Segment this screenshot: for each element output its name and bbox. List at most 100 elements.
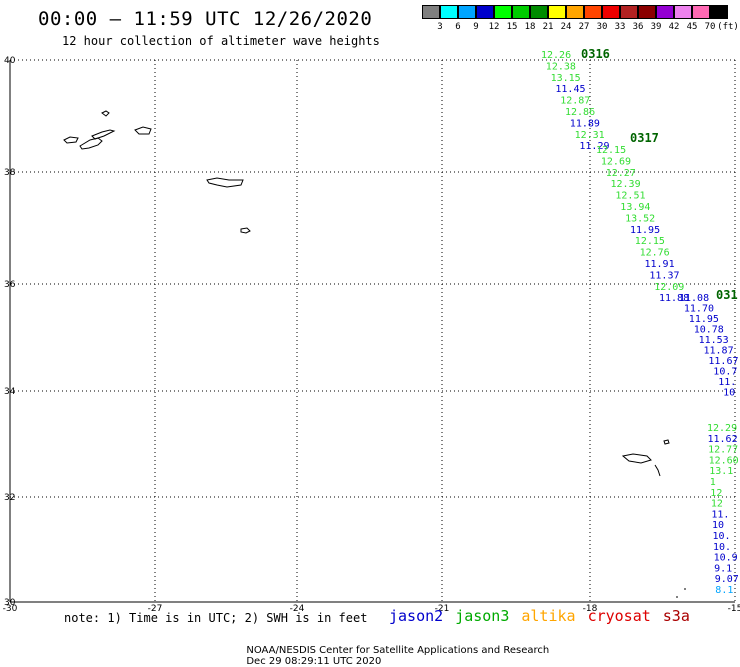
lat-tick-label: 30 [4,598,16,608]
wave-height-value: 9.07 [715,574,739,585]
colorbar-swatch [692,5,710,19]
colorbar-swatch [530,5,548,19]
lon-tick-label: -15 [728,604,740,614]
colorbar-swatch [512,5,530,19]
wave-height-value: 12.77 [708,445,738,456]
lon-tick-label: -27 [148,604,163,614]
wave-height-value: 11.87 [704,346,734,357]
map-subtitle: 12 hour collection of altimeter wave hei… [62,34,380,48]
lat-tick-label: 36 [4,280,16,290]
wave-height-value: 1 [710,477,716,488]
pass-label: 0316 [581,47,610,61]
wave-height-value: 13.52 [625,213,655,224]
colorbar-label: 9 [473,22,479,32]
wave-height-value: 12.29 [707,423,737,434]
island-terceira [206,177,244,188]
wave-height-value: 13.94 [620,202,650,213]
wave-height-value: 11.29 [579,141,609,152]
wave-height-value: 12.31 [575,130,605,141]
wave-height-value: 12.38 [546,61,576,72]
colorbar-label: 33 [614,22,626,32]
wave-height-value: 11.70 [684,304,714,315]
colorbar-label: 42 [668,22,680,32]
islets-selvagens [676,588,686,598]
island-porto-santo [663,439,670,445]
wave-height-value: 10 [723,388,735,399]
colorbar-label: 21 [542,22,554,32]
wave-height-value: 12.51 [615,191,645,202]
wave-height-value: 8.1 [715,585,733,596]
colorbar-swatch [494,5,512,19]
wave-height-value: 11.08 [679,293,709,304]
colorbar-swatch [422,5,440,19]
island-pico [79,137,103,150]
colorbar-swatch [566,5,584,19]
colorbar-label: 27 [578,22,590,32]
wave-height-value: 12 [710,488,722,499]
colorbar-label: 39 [650,22,662,32]
colorbar-swatch [638,5,656,19]
colorbar-swatch [476,5,494,19]
lon-tick-label: -21 [435,604,450,614]
wave-height-value: 10. [713,542,731,553]
colorbar-swatch [548,5,566,19]
lon-tick-label: -30 [3,604,18,614]
colorbar-label: 70 [704,22,716,32]
wave-height-value: 12.15 [635,236,665,247]
legend-jason3: jason3 [455,607,510,625]
note-text: note: 1) Time is in UTC; 2) SWH is in fe… [64,611,368,625]
wave-height-value: 11.95 [630,225,660,236]
pass-label: 031 [716,288,738,302]
colorbar-label: 18 [524,22,536,32]
wave-height-value: 13.1 [709,466,733,477]
wave-height-value: 11. [718,377,736,388]
wave-height-value: 12.15 [596,145,626,156]
lon-tick-label: -24 [290,604,305,614]
lat-tick-label: 34 [4,387,16,397]
island-flores [101,110,110,117]
lat-tick-label: 40 [4,56,16,66]
colorbar-label: 45 [686,22,698,32]
wave-height-value: 10.78 [694,325,724,336]
legend-altika: altika [521,607,576,625]
legend-s3a: s3a [662,607,690,625]
colorbar-label: 30 [596,22,608,32]
wave-height-value: 12.87 [560,96,590,107]
wave-height-value: 11.62 [708,434,738,445]
wave-height-value: 12.60 [709,455,739,466]
map-title: 00:00 – 11:59 UTC 12/26/2020 [38,8,373,30]
footer-credit: NOAA/NESDIS Center for Satellite Applica… [246,645,550,656]
colorbar-swatch [584,5,602,19]
wave-height-value: 11.95 [689,314,719,325]
wave-height-value: 12.76 [640,248,670,259]
legend-jason2: jason2 [389,607,444,625]
island-sao-miguel [240,227,251,234]
colorbar-label: (ft) [717,22,739,32]
lon-tick-label: -18 [583,604,598,614]
pass-label: 0317 [630,131,659,145]
wave-height-value: 12 [711,499,723,510]
legend-cryosat: cryosat [587,607,651,625]
island-outlines [63,110,686,598]
wave-height-value: 10.9 [714,553,738,564]
wave-height-value: 11.67 [708,356,738,367]
colorbar-swatch [656,5,674,19]
lat-tick-label: 38 [4,168,16,178]
wave-height-value: 11.45 [555,84,585,95]
colorbar-label: 12 [488,22,500,32]
wave-height-value: 12.09 [654,282,684,293]
wave-height-value: 12.26 [541,50,571,61]
wave-height-value: 12.69 [601,156,631,167]
colorbar-label: 36 [632,22,644,32]
altimeter-map: -30 -27 -24 -21 -18 -15 40 38 36 34 32 30 0316 12.26… [3,47,740,614]
wave-height-value: 11.91 [645,259,675,270]
colorbar-label: 6 [455,22,461,32]
footer-timestamp: Dec 29 08:29:11 UTC 2020 [246,656,382,667]
altimeter-tracks: 031612.2612.3813.1511.4512.8712.8611.891… [541,47,739,596]
lat-tick-label: 32 [4,493,15,503]
wave-height-value: 10. [713,531,731,542]
wave-height-value: 10.7 [713,367,737,378]
wave-height-value: 11.89 [570,118,600,129]
colorbar-swatch [440,5,458,19]
wave-height-value: 13.15 [551,73,581,84]
